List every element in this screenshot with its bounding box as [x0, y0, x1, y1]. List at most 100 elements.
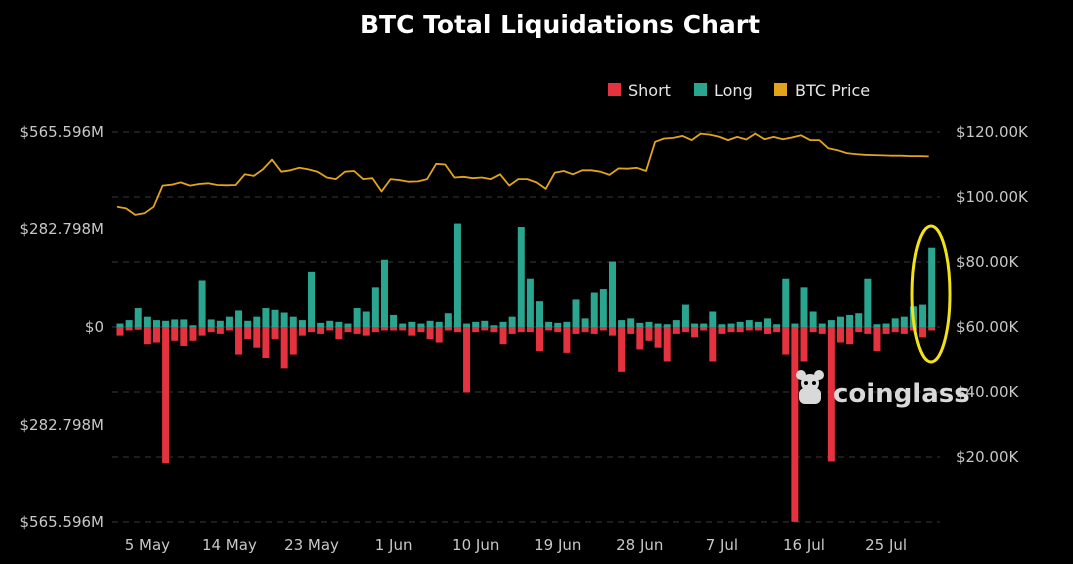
long-bar	[663, 324, 671, 327]
short-bar	[900, 327, 908, 334]
long-bar	[207, 319, 215, 327]
long-bar	[764, 318, 772, 327]
short-bar	[563, 327, 571, 353]
watermark-text: coinglass	[833, 379, 970, 409]
long-bar	[882, 323, 890, 327]
long-bar	[900, 316, 908, 327]
long-bar	[335, 321, 343, 327]
long-bar	[444, 313, 452, 327]
x-tick-label: 28 Jun	[616, 536, 663, 554]
long-bar	[371, 287, 379, 327]
x-tick-label: 7 Jul	[706, 536, 738, 554]
right-axis-ticks: $120.00K $100.00K $80.00K $60.00K $40.00K $20…	[956, 123, 1029, 466]
right-tick-label: $20.00K	[956, 448, 1019, 466]
long-bar	[143, 316, 151, 327]
long-bar	[453, 223, 461, 327]
long-bar	[700, 323, 708, 327]
short-bar	[225, 327, 233, 331]
short-bar	[435, 327, 443, 343]
x-tick-label: 14 May	[202, 536, 257, 554]
legend-price-label[interactable]: BTC Price	[795, 81, 870, 100]
short-bar	[773, 327, 781, 333]
short-bar	[390, 327, 398, 331]
long-bar	[408, 321, 416, 327]
long-bar	[846, 314, 854, 327]
short-bar	[764, 327, 772, 334]
short-bar	[508, 327, 516, 334]
long-bar	[919, 304, 927, 327]
short-bar	[380, 327, 388, 331]
short-bar	[171, 327, 179, 341]
legend-short-label[interactable]: Short	[628, 81, 671, 100]
long-bar	[800, 287, 808, 327]
short-bar	[308, 327, 316, 333]
long-bar	[362, 311, 370, 327]
short-bar	[536, 327, 544, 352]
short-bar	[207, 327, 215, 333]
long-bar	[691, 323, 699, 327]
short-bar	[672, 327, 680, 334]
long-bar	[608, 261, 616, 327]
short-bar	[280, 327, 288, 369]
long-bar	[490, 325, 498, 327]
x-tick-label: 5 May	[125, 536, 170, 554]
x-tick-label: 19 Jun	[534, 536, 581, 554]
short-bar	[326, 327, 334, 331]
long-bar	[180, 319, 188, 327]
long-bar	[134, 308, 142, 327]
long-bar	[928, 247, 936, 327]
short-bar	[545, 327, 553, 331]
long-bar	[326, 320, 334, 327]
long-bar	[499, 321, 507, 327]
left-tick-label: $0	[85, 318, 104, 336]
long-bar	[289, 316, 297, 327]
legend-long-label[interactable]: Long	[714, 81, 753, 100]
short-bar	[827, 327, 835, 462]
legend-price-swatch	[774, 83, 787, 96]
short-bar	[919, 327, 927, 338]
short-bar	[581, 327, 589, 333]
right-tick-label: $40.00K	[956, 383, 1019, 401]
long-bar	[225, 316, 233, 327]
long-bar	[754, 321, 762, 327]
short-bar	[681, 327, 689, 333]
long-bar	[636, 322, 644, 327]
short-bar	[262, 327, 270, 359]
short-bar	[818, 327, 826, 334]
short-bar	[745, 327, 753, 331]
short-bar	[134, 327, 142, 330]
long-bar	[681, 304, 689, 327]
short-bar	[727, 327, 735, 333]
long-bar	[171, 319, 179, 327]
short-bar	[691, 327, 699, 338]
long-bar	[344, 323, 352, 327]
highlight-ellipse	[910, 224, 952, 364]
long-bar	[563, 321, 571, 327]
short-bars	[116, 327, 936, 522]
long-bar	[645, 321, 653, 327]
long-bar	[526, 278, 534, 327]
long-bar	[198, 280, 206, 327]
long-bar	[590, 292, 598, 327]
short-bar	[599, 327, 607, 331]
long-bar	[399, 323, 407, 327]
short-bar	[517, 327, 525, 333]
short-bar	[791, 327, 799, 522]
short-bar	[618, 327, 626, 372]
short-bar	[891, 327, 899, 333]
short-bar	[143, 327, 151, 345]
short-bar	[189, 327, 197, 341]
long-bar	[280, 312, 288, 327]
short-bar	[362, 327, 370, 336]
long-bar	[554, 322, 562, 327]
price-line-layer	[116, 132, 929, 216]
short-bar	[399, 327, 407, 331]
long-bar	[481, 320, 489, 327]
long-bar	[599, 289, 607, 327]
short-bar	[271, 327, 279, 340]
long-bar	[782, 278, 790, 327]
long-bar	[235, 310, 243, 327]
long-bar	[536, 301, 544, 327]
short-bar	[736, 327, 744, 333]
chart-legend[interactable]: Short Long BTC Price	[608, 81, 870, 100]
